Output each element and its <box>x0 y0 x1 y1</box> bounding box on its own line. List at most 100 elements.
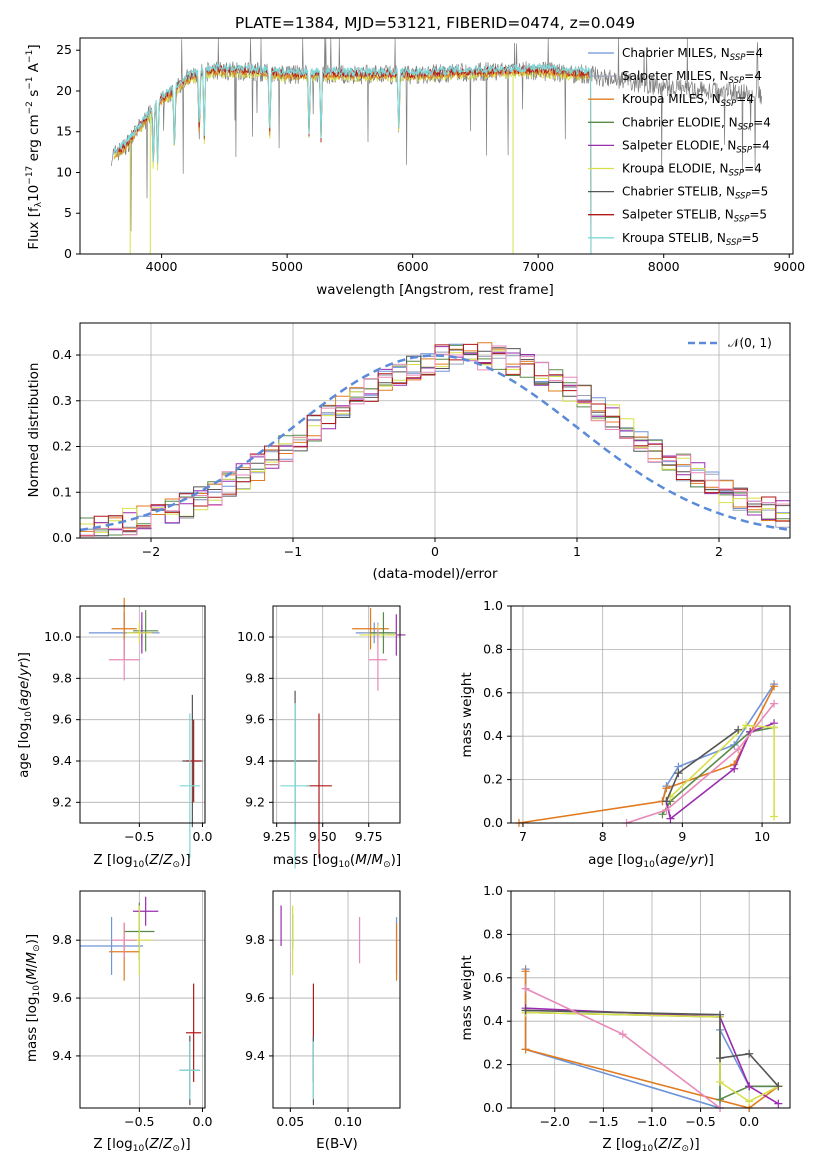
agez-ytick-label: 10.0 <box>44 629 72 644</box>
residual-ytick-label: 0.0 <box>52 530 72 545</box>
mwage-series-marker <box>666 814 675 823</box>
agez-ytick-label: 9.6 <box>52 712 72 727</box>
mwz-xtick-label: −1.5 <box>588 1114 618 1129</box>
spectrum-ytick-label: 5 <box>64 205 72 220</box>
spectrum-legend-label: Salpeter MILES, NSSP=4 <box>622 69 762 86</box>
spectrum-legend-label: Kroupa ELODIE, NSSP=4 <box>622 162 762 179</box>
spectrum-xtick-label: 7000 <box>522 259 554 274</box>
agez-ylabel: age [log10(age/yr)] <box>16 652 34 778</box>
mwage-series-marker <box>770 699 779 708</box>
mwage-xtick-label: 8 <box>599 829 607 844</box>
mwz-ytick-label: 0.4 <box>483 1013 503 1028</box>
mwage-xtick-label: 9 <box>678 829 686 844</box>
massz-xtick-label: 0.0 <box>193 1114 213 1129</box>
mwz-ytick-label: 0.2 <box>483 1057 503 1072</box>
mwage-series-marker <box>662 784 671 793</box>
spectrum-xtick-label: 6000 <box>397 259 429 274</box>
mwz-series-marker <box>716 1054 725 1063</box>
mwage-series-marker <box>730 764 739 773</box>
mwage-ylabel: mass weight <box>459 672 475 757</box>
agez-ytick-label: 9.4 <box>52 753 72 768</box>
mwage-series-line <box>661 726 775 815</box>
agem-ytick-label: 9.2 <box>245 794 265 809</box>
residual-plot-area: −2 −1 0 1 2 0.0 0.1 0.2 0.3 0.4 <box>52 322 791 559</box>
spectrum-data-line <box>111 38 762 232</box>
massebv-ytick-label: 9.4 <box>245 1048 265 1063</box>
mwz-xlabel: Z [log10(Z/Z⊙)] <box>602 1136 699 1154</box>
mwage-series-line <box>626 703 775 824</box>
residual-legend: 𝒩(0, 1) <box>688 336 772 350</box>
massebv-xtick-label: 0.10 <box>334 1114 362 1129</box>
spectrum-model-line <box>113 68 592 255</box>
mwage-ytick-label: 0.2 <box>483 772 503 787</box>
mwz-ytick-label: 0.6 <box>483 970 503 985</box>
mwz-series-marker <box>716 1095 725 1104</box>
mwage-series-line <box>518 685 775 824</box>
agem-ytick-label: 10.0 <box>237 629 265 644</box>
spectrum-xtick-label: 8000 <box>648 259 680 274</box>
spectrum-legend-label: Chabrier STELIB, NSSP=5 <box>622 185 768 202</box>
spectrum-panel: PLATE=1384, MJD=53121, FIBERID=0474, z=0… <box>25 14 805 298</box>
agem-xtick-label: 9.75 <box>355 829 383 844</box>
mwage-series-line <box>669 724 775 817</box>
mwage-ytick-label: 0.4 <box>483 728 503 743</box>
residual-xtick-label: 0 <box>431 544 439 559</box>
residual-frame <box>79 322 791 539</box>
mwz-series-marker <box>521 1006 530 1015</box>
spectrum-ytick-label: 20 <box>56 83 72 98</box>
residual-histogram-series <box>80 345 790 536</box>
mwage-ytick-label: 1.0 <box>483 598 503 613</box>
spectrum-legend: Chabrier MILES, NSSP=4 Salpeter MILES, NS… <box>588 46 771 248</box>
residual-ytick-label: 0.3 <box>52 393 72 408</box>
mwage-ytick-label: 0.0 <box>483 815 503 830</box>
spectrum-ytick-label: 15 <box>56 124 72 139</box>
mass-vs-metallicity-panel: −0.5 0.0 9.4 9.6 9.8 <box>52 890 213 1129</box>
mwz-xtick-label: −1.0 <box>637 1114 667 1129</box>
mwz-series-marker <box>716 1010 725 1019</box>
massz-ytick-label: 9.8 <box>52 932 72 947</box>
spectrum-legend-label: Salpeter STELIB, NSSP=5 <box>622 208 767 225</box>
residual-ytick-label: 0.4 <box>52 347 72 362</box>
massz-ytick-label: 9.6 <box>52 990 72 1005</box>
agem-xlabel: mass [log10(M/M⊙)] <box>273 852 401 870</box>
gaussian-legend-label: 𝒩(0, 1) <box>728 336 772 350</box>
spectrum-legend-label: Kroupa STELIB, NSSP=5 <box>622 231 759 248</box>
agez-ytick-label: 9.2 <box>52 794 72 809</box>
mwage-series-marker <box>662 797 671 806</box>
gaussian-curve <box>79 354 791 532</box>
spectrum-model-line <box>113 66 592 255</box>
mwage-series-marker <box>770 723 779 732</box>
mwz-series-marker <box>521 967 530 976</box>
spectrum-xtick-label: 4000 <box>146 259 178 274</box>
mwage-series-marker <box>662 805 671 814</box>
agem-ytick-label: 9.4 <box>245 753 265 768</box>
massz-ylabel: mass [log10(M/M⊙)] <box>24 934 42 1062</box>
mass-weight-vs-metallicity-panel: −2.0 −1.5 −1.0 −0.5 0.0 0.0 0.2 0.4 0.6 0.8 1.0 <box>483 883 791 1129</box>
mwage-ytick-label: 0.6 <box>483 685 503 700</box>
mwz-ylabel: mass weight <box>459 955 475 1040</box>
mwz-series-marker <box>716 1077 725 1086</box>
mwage-frame <box>510 605 791 824</box>
spectrum-ylabel: Flux [fλ10−17 erg cm−2 s−1 A−1] <box>25 44 44 249</box>
residual-ytick-label: 0.2 <box>52 439 72 454</box>
mwz-series-marker <box>774 1082 783 1091</box>
mwz-series-marker <box>745 1049 754 1058</box>
mass-vs-ebv-panel: 0.05 0.10 9.4 9.6 9.8 <box>245 890 401 1129</box>
mwage-series-marker <box>770 682 779 691</box>
residual-xtick-label: 1 <box>573 544 581 559</box>
spectrum-plot-area: 4000 5000 6000 7000 8000 9000 0 5 10 15 20 25 <box>56 37 805 274</box>
mwage-xlabel: age [log10(age/yr)] <box>588 852 714 870</box>
spectrum-xtick-label: 9000 <box>773 259 805 274</box>
agem-xtick-label: 9.25 <box>263 829 291 844</box>
massebv-ytick-label: 9.8 <box>245 932 265 947</box>
agem-frame <box>272 605 401 824</box>
mwz-xtick-label: −2.0 <box>540 1114 570 1129</box>
massz-xtick-label: −0.5 <box>124 1114 154 1129</box>
residual-xlabel: (data-model)/error <box>372 566 498 582</box>
mwz-ytick-label: 0.0 <box>483 1100 503 1115</box>
mwage-series-marker <box>734 745 743 754</box>
agem-xtick-label: 9.50 <box>309 829 337 844</box>
agez-frame <box>79 605 206 824</box>
mwz-series-marker <box>774 1099 783 1108</box>
mwz-xtick-label: 0.0 <box>739 1114 759 1129</box>
